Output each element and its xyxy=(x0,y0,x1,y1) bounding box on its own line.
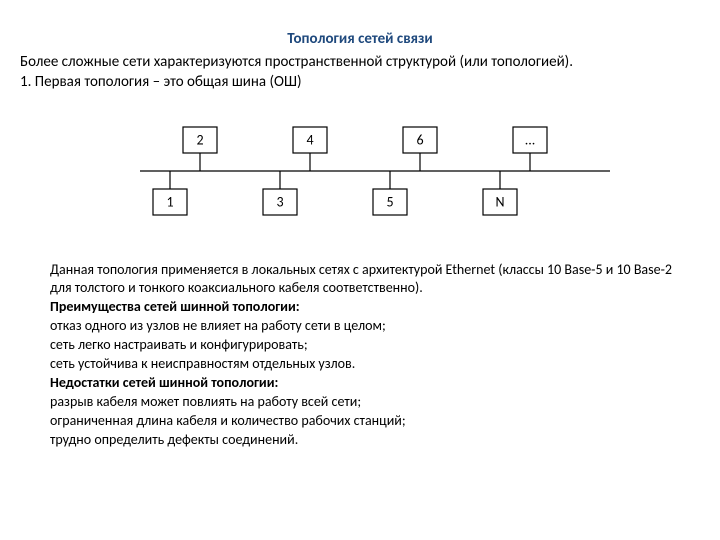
paragraph: разрыв кабеля может повлиять на работу в… xyxy=(50,393,680,412)
paragraph: сеть устойчива к неисправностям отдельны… xyxy=(50,355,680,374)
paragraph: ограниченная длина кабеля и количество р… xyxy=(50,412,680,431)
svg-text:...: ... xyxy=(525,131,536,148)
paragraph: сеть легко настраивать и конфигурировать… xyxy=(50,336,680,355)
intro-line-1: Более сложные сети характеризуются прост… xyxy=(20,52,700,72)
paragraph: Данная топология применяется в локальных… xyxy=(50,261,680,299)
svg-text:N: N xyxy=(495,193,504,210)
paragraph: трудно определить дефекты соединений. xyxy=(50,431,680,450)
page-title: Топология сетей связи xyxy=(20,30,700,48)
svg-text:5: 5 xyxy=(386,193,393,210)
paragraph: Недостатки сетей шинной топологии: xyxy=(50,374,680,393)
svg-text:1: 1 xyxy=(166,193,173,210)
svg-text:6: 6 xyxy=(416,131,423,148)
svg-text:4: 4 xyxy=(306,131,313,148)
paragraph: Преимущества сетей шинной топологии: xyxy=(50,298,680,317)
svg-text:3: 3 xyxy=(276,193,283,210)
bus-topology-diagram: 2 4 6... 1 3 5 N xyxy=(80,111,640,231)
intro-line-2: 1. Первая топология – это общая шина (ОШ… xyxy=(20,72,700,92)
body-text: Данная топология применяется в локальных… xyxy=(20,261,700,450)
intro-block: Более сложные сети характеризуются прост… xyxy=(20,52,700,93)
svg-text:2: 2 xyxy=(196,131,203,148)
paragraph: отказ одного из узлов не влияет на работ… xyxy=(50,317,680,336)
